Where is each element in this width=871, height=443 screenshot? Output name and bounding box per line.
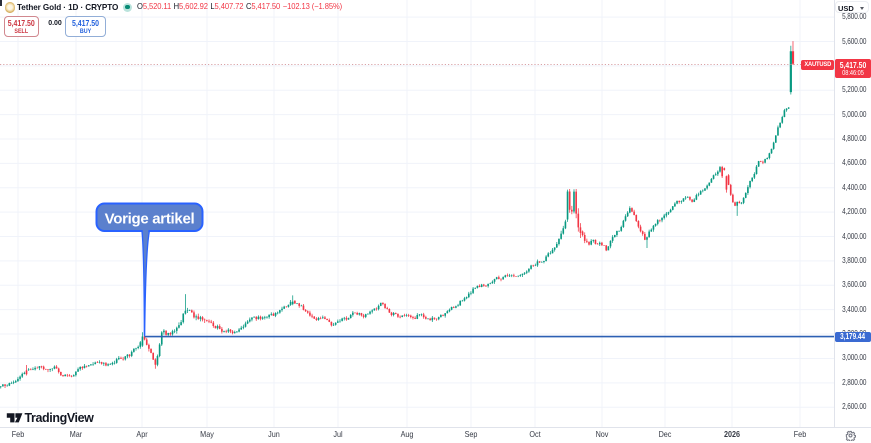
svg-text:Vorige artikel: Vorige artikel bbox=[105, 211, 195, 228]
